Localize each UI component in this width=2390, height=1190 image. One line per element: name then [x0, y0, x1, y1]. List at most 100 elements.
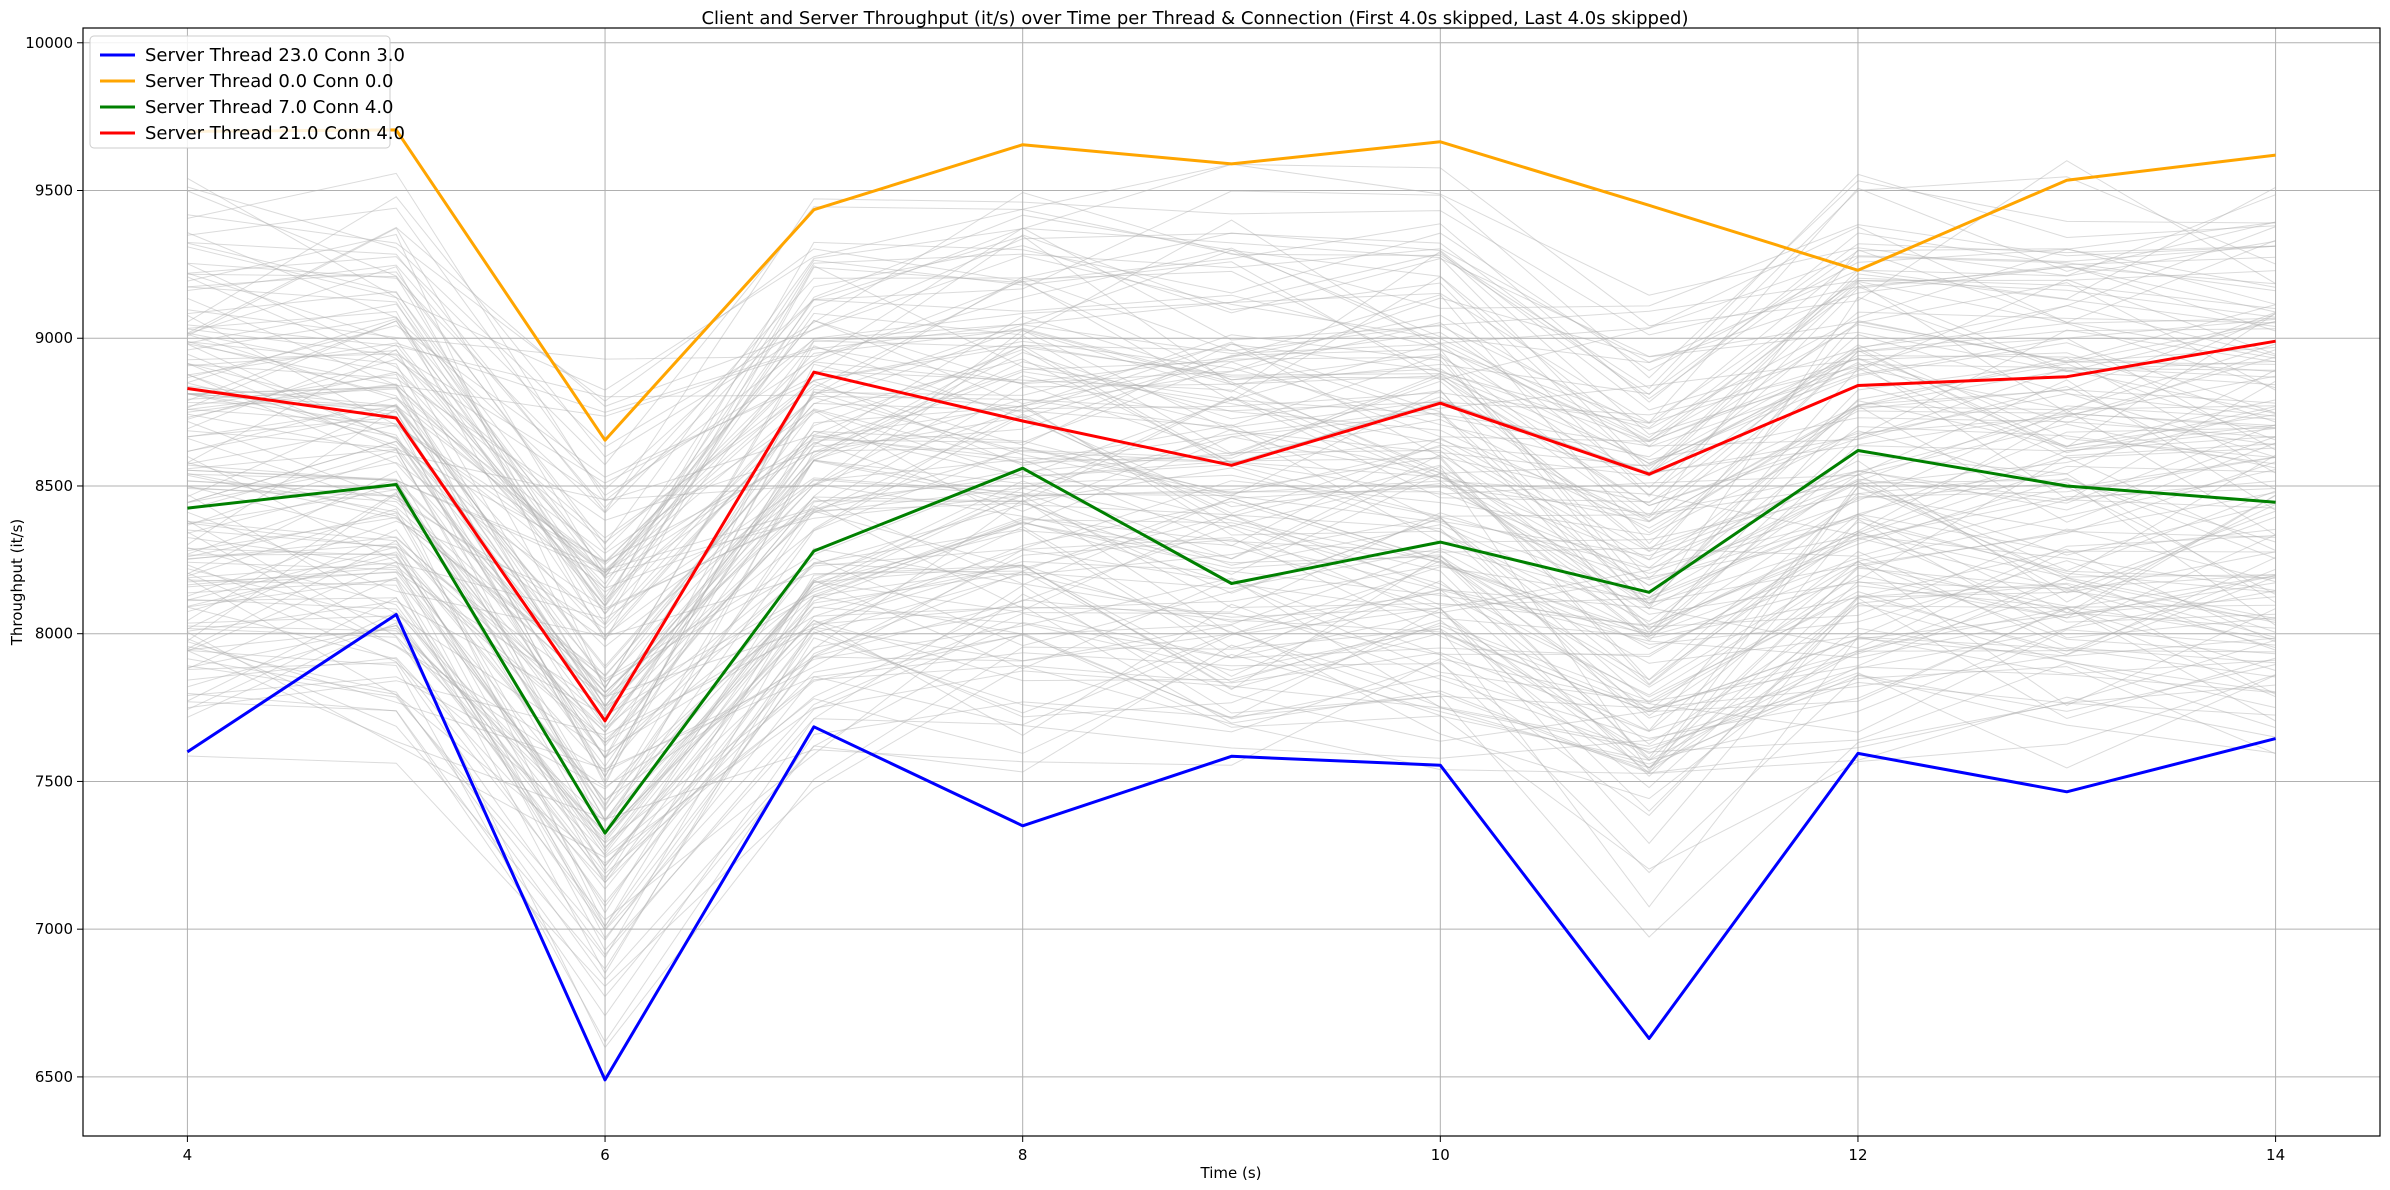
background-series-line: [187, 560, 2276, 844]
legend-entry: Server Thread 21.0 Conn 4.0: [145, 123, 405, 144]
legend: Server Thread 23.0 Conn 3.0 Server Thread…: [89, 35, 405, 149]
x-tick-label: 10: [1431, 1146, 1450, 1164]
background-series-line: [187, 494, 2276, 753]
background-series-line: [187, 405, 2276, 694]
background-series-line: [187, 512, 2276, 743]
series-line: [187, 449, 2276, 835]
y-axis-ticks: 6500 7000 7500 8000 8500 9000 9500 10000: [25, 34, 83, 1086]
background-series-line: [187, 320, 2276, 561]
background-series-line: [187, 245, 2276, 585]
background-series-line: [187, 294, 2276, 689]
background-series-line: [187, 273, 2276, 563]
background-series-line: [187, 321, 2276, 701]
background-series-line: [187, 568, 2276, 879]
background-series-line: [187, 622, 2276, 1049]
background-series-line: [187, 334, 2276, 747]
background-series-line: [187, 207, 2276, 497]
background-series-line: [187, 324, 2276, 626]
background-series-line: [187, 524, 2276, 931]
background-series-line: [187, 297, 2276, 413]
background-series-line: [187, 343, 2276, 708]
background-series-line: [187, 583, 2276, 884]
background-series-line: [187, 385, 2276, 667]
background-series-line: [187, 428, 2276, 676]
background-series-line: [187, 322, 2276, 787]
background-series-line: [187, 603, 2276, 834]
background-series-line: [187, 249, 2276, 447]
background-series-line: [187, 512, 2276, 884]
background-series-line: [187, 469, 2276, 850]
y-tick-label: 10000: [25, 34, 73, 52]
background-series: [187, 160, 2276, 1049]
background-series-line: [187, 415, 2276, 698]
series-line: [187, 339, 2276, 723]
background-series-line: [187, 380, 2276, 778]
background-series-line: [187, 396, 2276, 576]
background-series-line: [187, 480, 2276, 611]
background-series-line: [187, 361, 2276, 593]
background-series-line: [187, 427, 2276, 768]
background-series-line: [187, 363, 2276, 759]
background-series-line: [187, 577, 2276, 790]
background-series-line: [187, 534, 2276, 773]
background-series-line: [187, 235, 2276, 491]
background-series-line: [187, 408, 2276, 637]
x-tick-label: 12: [1848, 1146, 1867, 1164]
background-series-line: [187, 369, 2276, 693]
background-series-line: [187, 571, 2276, 942]
y-tick-label: 9000: [35, 329, 73, 347]
background-series-line: [187, 393, 2276, 688]
legend-entry: Server Thread 23.0 Conn 3.0: [145, 45, 405, 66]
background-series-line: [187, 653, 2276, 864]
x-tick-label: 6: [600, 1146, 610, 1164]
background-series-line: [187, 598, 2276, 875]
background-series-line: [187, 624, 2276, 890]
background-series-line: [187, 234, 2276, 498]
background-series-line: [187, 644, 2276, 981]
background-series-line: [187, 460, 2276, 697]
background-series-line: [187, 403, 2276, 772]
background-series-line: [187, 361, 2276, 563]
background-series-line: [187, 226, 2276, 441]
background-series-line: [187, 416, 2276, 715]
background-series-line: [187, 465, 2276, 873]
legend-box: [89, 35, 391, 149]
background-series-line: [187, 456, 2276, 758]
background-series-line: [187, 198, 2276, 513]
background-series-line: [187, 608, 2276, 998]
background-series-line: [187, 282, 2276, 566]
background-series-line: [187, 517, 2276, 729]
background-series-line: [187, 565, 2276, 959]
background-series-line: [187, 564, 2276, 843]
background-series-line: [187, 579, 2276, 932]
background-series-line: [187, 565, 2276, 841]
background-series-line: [187, 597, 2276, 1017]
background-series-line: [187, 227, 2276, 579]
background-series-line: [187, 531, 2276, 788]
background-series-line: [187, 329, 2276, 760]
background-series-line: [187, 665, 2276, 988]
background-series-line: [187, 311, 2276, 573]
background-series-line: [187, 550, 2276, 956]
background-series-line: [187, 387, 2276, 779]
background-series-line: [187, 596, 2276, 908]
background-series-line: [187, 315, 2276, 729]
background-series-line: [187, 177, 2276, 604]
background-series-line: [187, 214, 2276, 403]
background-series-line: [187, 273, 2276, 615]
background-series-line: [187, 344, 2276, 707]
background-series-line: [187, 539, 2276, 914]
background-series-line: [187, 505, 2276, 733]
y-tick-label: 6500: [35, 1068, 73, 1086]
background-series-line: [187, 446, 2276, 822]
background-series-line: [187, 535, 2276, 857]
background-series-line: [187, 400, 2276, 640]
background-series-line: [187, 361, 2276, 729]
background-series-line: [187, 593, 2276, 921]
background-series-line: [187, 481, 2276, 683]
background-series-line: [187, 214, 2276, 615]
background-series-line: [187, 629, 2276, 820]
background-series-line: [187, 329, 2276, 713]
